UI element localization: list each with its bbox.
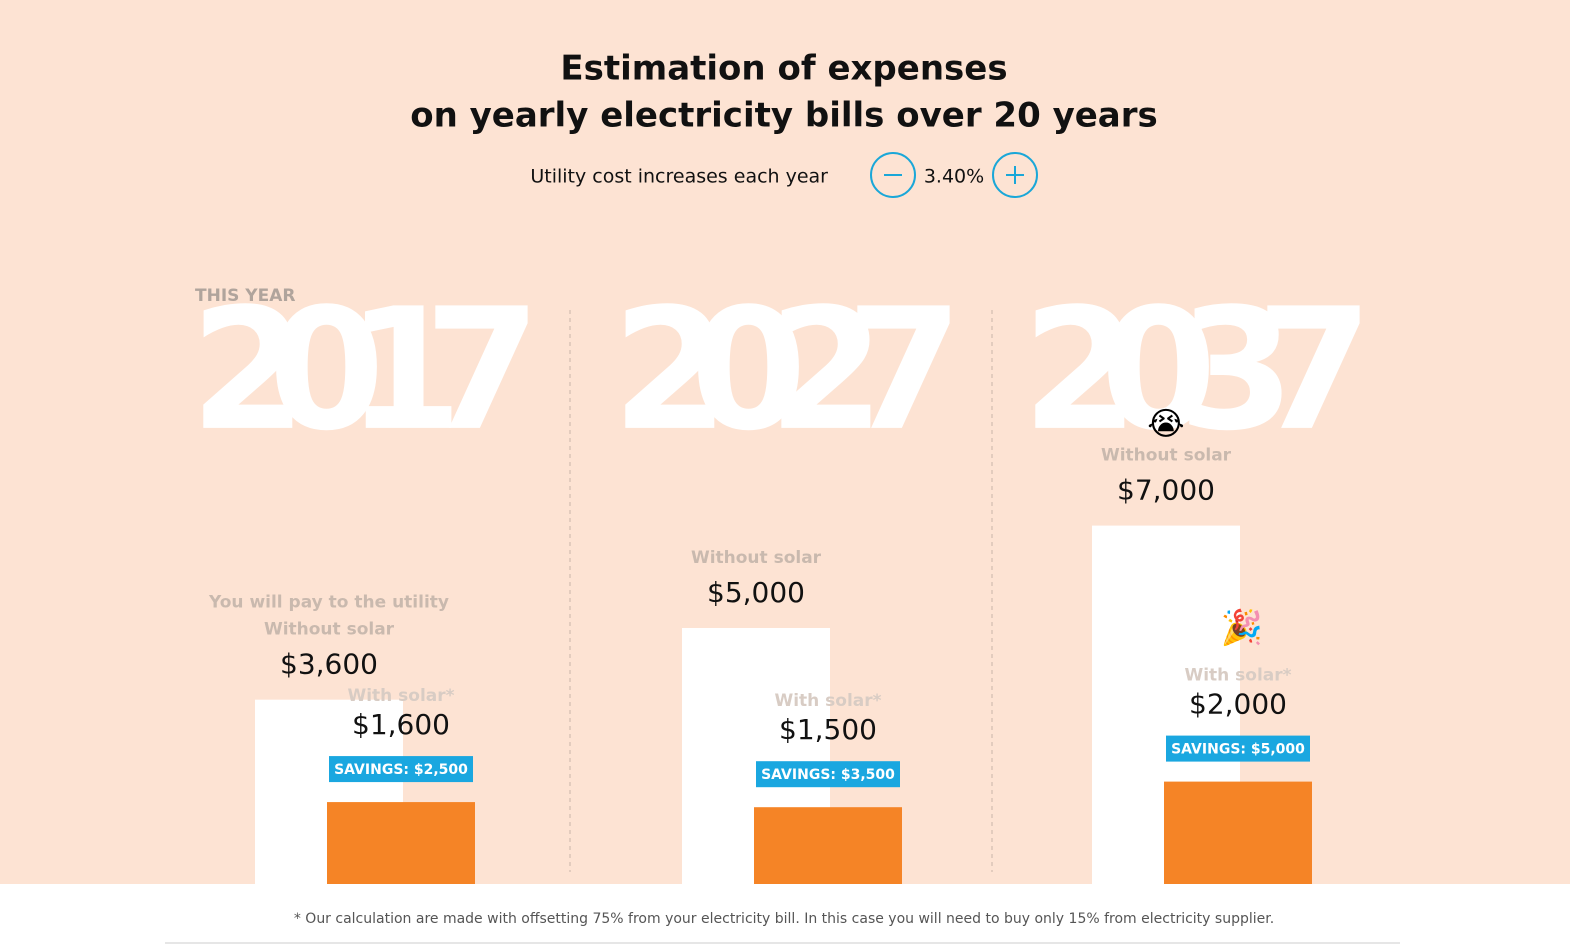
decrease-button[interactable] xyxy=(870,152,916,198)
value-label: $5,000 xyxy=(707,576,805,609)
series-label: Without solar xyxy=(691,548,822,568)
series-label: With solar* xyxy=(774,691,881,711)
footnote: * Our calculation are made with offsetti… xyxy=(294,911,1274,927)
value-label: $2,000 xyxy=(1189,688,1287,721)
this-year-label: THIS YEAR xyxy=(195,286,295,306)
rate-value: 3.40% xyxy=(924,166,984,188)
title: Estimation of expenses xyxy=(560,49,1007,89)
value-label: $1,500 xyxy=(779,713,877,746)
year-label: 2017 xyxy=(190,272,535,468)
savings-badge xyxy=(756,761,900,788)
savings-label: SAVINGS: $5,000 xyxy=(1171,742,1305,758)
year-label: 2037 xyxy=(1022,272,1367,468)
icon: 🎉 xyxy=(1221,608,1263,648)
button-circle xyxy=(870,152,916,198)
savings-label: SAVINGS: $3,500 xyxy=(761,767,895,783)
intro-label: You will pay to the utility xyxy=(208,593,449,613)
title: on yearly electricity bills over 20 year… xyxy=(410,96,1158,136)
value-label: $1,600 xyxy=(352,708,450,741)
savings-label: SAVINGS: $2,500 xyxy=(334,762,468,778)
rate-label: Utility cost increases each year xyxy=(530,166,828,188)
increase-button[interactable] xyxy=(992,152,1038,198)
series-label: With solar* xyxy=(347,686,454,706)
savings-badge xyxy=(1166,735,1310,762)
footer-background xyxy=(0,884,1570,946)
series-label: Without solar xyxy=(264,620,395,640)
value-label: $3,600 xyxy=(280,648,378,681)
bar-with-solar xyxy=(1164,781,1312,884)
series-label: With solar* xyxy=(1184,666,1291,686)
series-label: Without solar xyxy=(1101,446,1232,466)
value-label: $7,000 xyxy=(1117,474,1215,507)
bar-with-solar xyxy=(327,802,475,884)
button-circle xyxy=(992,152,1038,198)
year-label: 2027 xyxy=(612,272,957,468)
icon: 😭 xyxy=(1147,405,1184,443)
savings-badge xyxy=(329,756,473,783)
bar-with-solar xyxy=(754,807,902,884)
